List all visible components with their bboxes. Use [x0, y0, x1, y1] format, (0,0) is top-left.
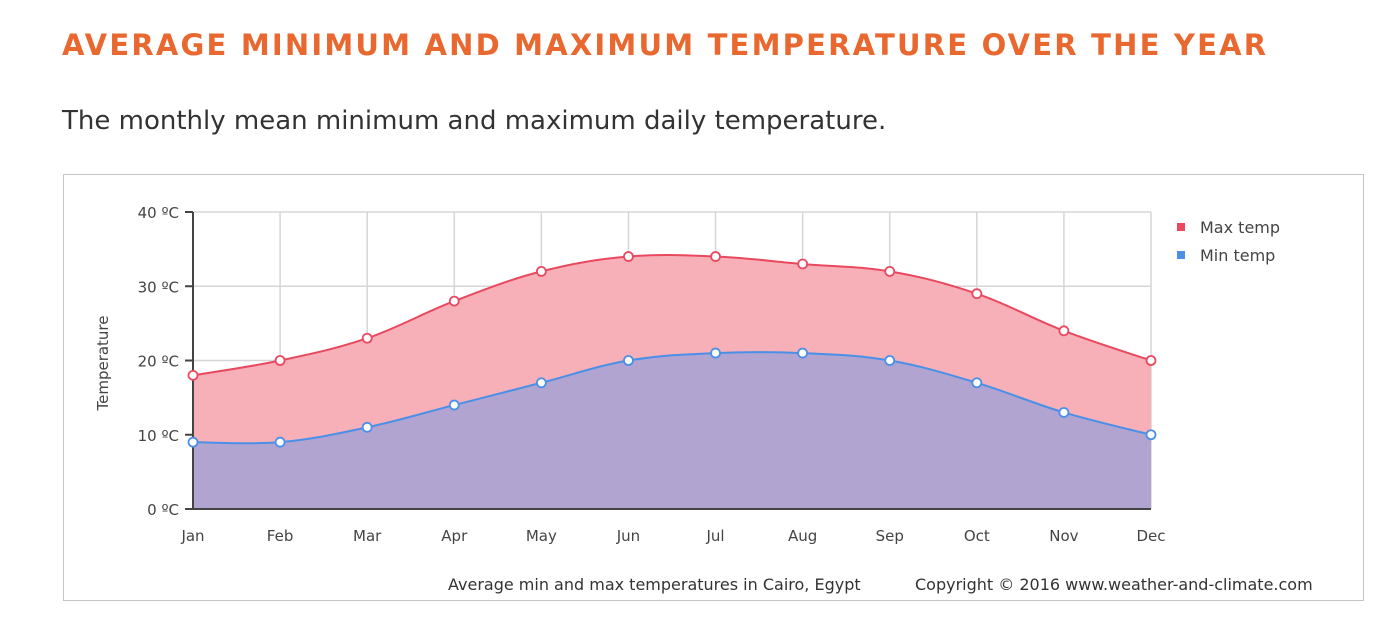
y-tick-label: 10 ºC	[138, 427, 179, 445]
x-tick-label: Sep	[876, 527, 904, 545]
max-temp-point	[710, 251, 721, 262]
min-temp-point	[187, 436, 199, 448]
min-temp-point	[1058, 407, 1070, 418]
legend-max-temp[interactable]: Max temp	[1200, 218, 1280, 237]
legend-swatch-min	[1177, 251, 1185, 259]
min-temp-point	[535, 377, 547, 389]
y-tick-label: 20 ºC	[138, 353, 179, 371]
page-title: AVERAGE MINIMUM AND MAXIMUM TEMPERATURE …	[62, 28, 1269, 62]
y-tick-label: 30 ºC	[138, 278, 179, 296]
max-temp-line	[192, 254, 1152, 377]
min-temp-point	[884, 355, 896, 366]
legend-swatch-max	[1177, 223, 1185, 231]
copyright-text: Copyright © 2016 www.weather-and-climate…	[915, 575, 1313, 594]
max-temp-point	[797, 258, 809, 270]
min-temp-point	[710, 347, 721, 359]
max-temp-point	[535, 265, 547, 277]
x-tick-label: Feb	[267, 527, 294, 545]
chart-frame	[63, 174, 1364, 601]
max-temp-point	[623, 251, 634, 262]
min-temp-point	[448, 399, 460, 411]
x-tick-label: May	[526, 527, 557, 545]
x-tick-label: Apr	[441, 527, 468, 545]
x-tick-label: Aug	[788, 527, 817, 545]
y-tick-label: 0 ºC	[147, 501, 179, 519]
min-temp-point	[361, 421, 373, 433]
min-temp-point	[623, 355, 634, 366]
max-temp-point	[1145, 355, 1157, 366]
max-temp-point	[187, 369, 199, 381]
x-tick-label: Nov	[1049, 527, 1078, 545]
min-temp-area	[193, 352, 1151, 509]
min-temp-line	[192, 351, 1152, 445]
chart-caption: Average min and max temperatures in Cair…	[448, 575, 861, 594]
x-tick-label: Jul	[705, 527, 724, 545]
max-temp-point	[448, 295, 460, 307]
min-temp-point	[971, 377, 983, 389]
max-temp-point	[361, 332, 373, 344]
x-tick-label: Mar	[353, 527, 382, 545]
y-tick-label: 40 ºC	[138, 204, 179, 222]
page-subtitle: The monthly mean minimum and maximum dai…	[62, 106, 887, 136]
x-tick-label: Jun	[616, 527, 640, 545]
x-tick-label: Oct	[964, 527, 990, 545]
max-temp-point	[1058, 325, 1070, 337]
y-axis-label: Temperature	[94, 315, 112, 411]
legend-min-temp[interactable]: Min temp	[1200, 246, 1275, 265]
max-temp-point	[884, 265, 896, 277]
min-temp-point	[797, 347, 809, 359]
x-tick-label: Jan	[180, 527, 204, 545]
max-temp-point	[971, 288, 983, 300]
min-temp-point	[274, 436, 286, 448]
x-tick-label: Dec	[1136, 527, 1165, 545]
min-temp-point	[1145, 429, 1157, 441]
max-temp-point	[274, 355, 286, 366]
